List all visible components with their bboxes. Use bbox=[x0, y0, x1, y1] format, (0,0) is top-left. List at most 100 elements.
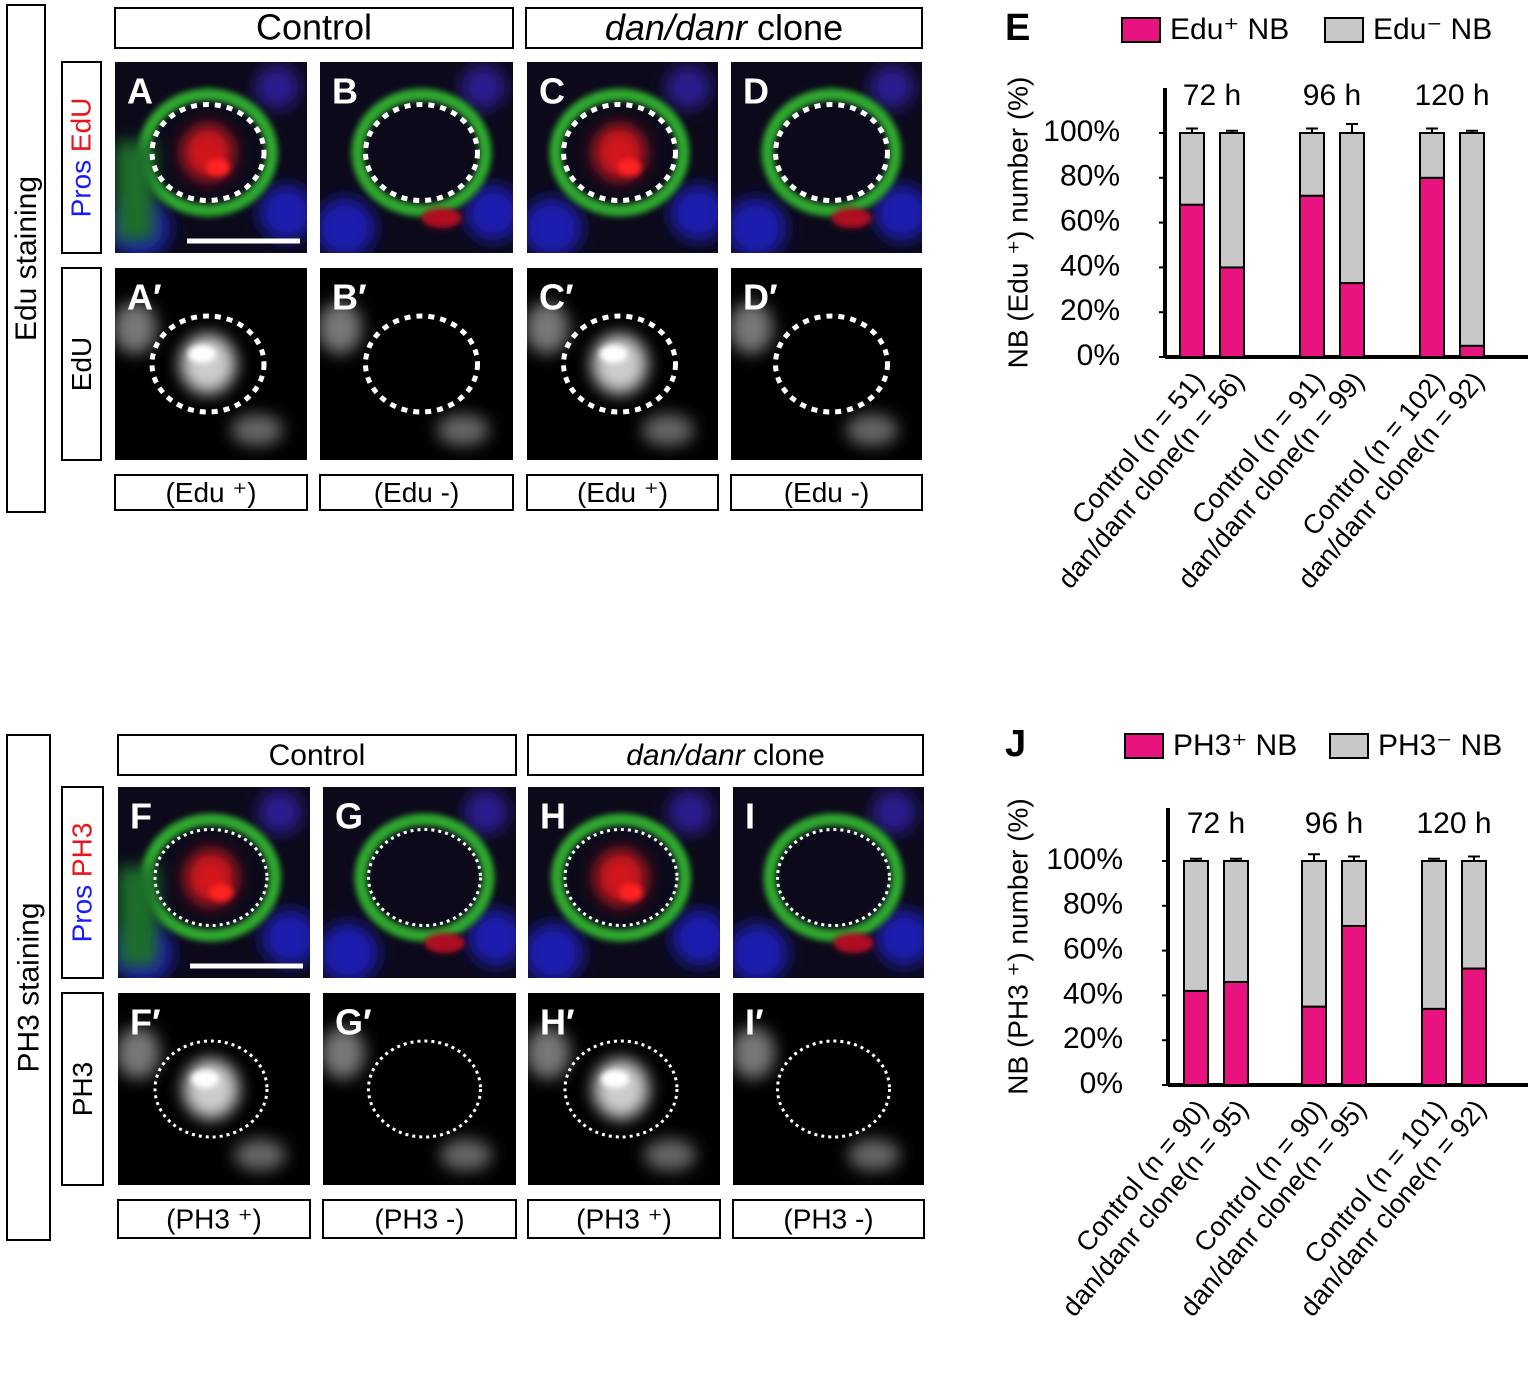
legend-label: PH3⁺ NB bbox=[1173, 729, 1297, 762]
image bbox=[733, 790, 924, 978]
y-tick-label: 40% bbox=[1060, 249, 1120, 282]
outline-circle bbox=[367, 1039, 482, 1139]
panel-letter: B′ bbox=[332, 277, 367, 318]
blue-nuclei bbox=[670, 185, 718, 241]
group-label: 72 h bbox=[1187, 807, 1245, 840]
gray-signal bbox=[591, 334, 648, 394]
blue-nuclei bbox=[870, 65, 914, 109]
outline-circle bbox=[561, 102, 678, 203]
stain-name: Pros bbox=[66, 160, 97, 218]
y-tick-label: 20% bbox=[1063, 1022, 1123, 1055]
gray-signal bbox=[180, 334, 236, 394]
bar-segment bbox=[1183, 860, 1209, 992]
y-tick-label: 80% bbox=[1060, 160, 1120, 193]
legend-label: Edu⁺ NB bbox=[1170, 13, 1289, 46]
stain-label: Pros PH3 bbox=[67, 823, 98, 943]
blue-nuclei bbox=[258, 790, 302, 834]
panel-letter: D bbox=[743, 71, 769, 112]
panel-letter: A′ bbox=[127, 277, 162, 318]
green-cells bbox=[118, 867, 158, 967]
panel-letter: C′ bbox=[539, 277, 574, 318]
label-box bbox=[732, 1199, 925, 1239]
bar-segment bbox=[1299, 132, 1325, 197]
legend-label: PH3⁻ NB bbox=[1378, 729, 1502, 762]
label-box bbox=[6, 4, 46, 513]
label-box bbox=[114, 7, 514, 49]
bar-segment bbox=[1421, 860, 1447, 1010]
bar-segment bbox=[1421, 1007, 1447, 1087]
caption: (Edu ⁺) bbox=[165, 477, 256, 508]
panel-letter: D′ bbox=[743, 277, 778, 318]
blue-nuclei bbox=[465, 185, 513, 241]
outline-circle bbox=[773, 102, 890, 203]
blue-nuclei bbox=[666, 65, 710, 109]
green-membrane bbox=[354, 813, 495, 942]
blue-nuclei bbox=[874, 185, 922, 241]
header-italic: dan/danr bbox=[626, 739, 745, 772]
blue-nuclei bbox=[320, 198, 375, 253]
image bbox=[733, 1027, 900, 1171]
caption: (PH3 -) bbox=[783, 1203, 873, 1234]
blue-nuclei bbox=[323, 923, 378, 978]
bar-segment bbox=[1299, 194, 1325, 358]
red-cell bbox=[424, 933, 465, 953]
header-space bbox=[745, 739, 753, 772]
stain-space bbox=[66, 152, 97, 160]
column-header: Control bbox=[256, 7, 372, 48]
error-bar bbox=[1468, 855, 1480, 861]
error-bar bbox=[1190, 857, 1202, 861]
column-header: Control bbox=[269, 739, 366, 772]
image bbox=[323, 790, 516, 978]
label-box bbox=[61, 61, 102, 254]
image bbox=[527, 302, 694, 446]
label-box bbox=[526, 474, 719, 511]
panel-letter: I bbox=[745, 796, 755, 837]
blue-nuclei bbox=[876, 910, 924, 966]
outline-circle bbox=[363, 313, 480, 415]
y-tick-label: 100% bbox=[1043, 115, 1120, 148]
bar-segment bbox=[1179, 203, 1205, 358]
image bbox=[731, 302, 898, 446]
image bbox=[731, 65, 922, 253]
gray-cell bbox=[118, 1027, 160, 1079]
panel-letter: J bbox=[1005, 723, 1026, 765]
panel-letter: H′ bbox=[540, 1002, 575, 1043]
panel-letter: G bbox=[335, 796, 363, 837]
caption: (Edu -) bbox=[374, 477, 460, 508]
error-bar bbox=[1308, 853, 1320, 861]
image bbox=[528, 1027, 696, 1171]
label-box bbox=[322, 1199, 517, 1239]
label-box bbox=[319, 474, 514, 511]
red-signal bbox=[209, 883, 233, 902]
red-cell bbox=[831, 208, 872, 228]
outline-circle bbox=[776, 1039, 891, 1139]
y-tick-label: 20% bbox=[1060, 294, 1120, 327]
stain-name: Pros bbox=[67, 885, 98, 943]
legend-swatch bbox=[1324, 17, 1364, 43]
blue-nuclei bbox=[468, 910, 516, 966]
stain-label: Pros EdU bbox=[66, 98, 97, 218]
bar-segment bbox=[1461, 967, 1487, 1087]
panel-letter: A bbox=[127, 71, 153, 112]
gray-cell bbox=[115, 302, 157, 354]
stain-label: EdU bbox=[66, 337, 97, 391]
blue-nuclei bbox=[527, 198, 582, 253]
bar-segment bbox=[1341, 860, 1367, 927]
label-box bbox=[61, 786, 104, 979]
gray-cell bbox=[644, 1139, 696, 1171]
group-label: 96 h bbox=[1303, 79, 1361, 112]
blue-nuclei bbox=[668, 790, 712, 834]
blue-nuclei bbox=[731, 198, 786, 253]
stain-name: EdU bbox=[66, 98, 97, 152]
caption: (Edu ⁺) bbox=[577, 477, 668, 508]
outline-circle bbox=[363, 102, 480, 203]
y-tick-label: 60% bbox=[1063, 933, 1123, 966]
bar-segment bbox=[1223, 980, 1249, 1087]
label-box bbox=[527, 1199, 721, 1239]
column-header: dan/danr clone bbox=[626, 739, 825, 772]
bar-segment bbox=[1341, 924, 1367, 1087]
stain-name: PH3 bbox=[67, 823, 98, 877]
green-cells bbox=[115, 142, 155, 242]
blue-nuclei bbox=[872, 790, 916, 834]
